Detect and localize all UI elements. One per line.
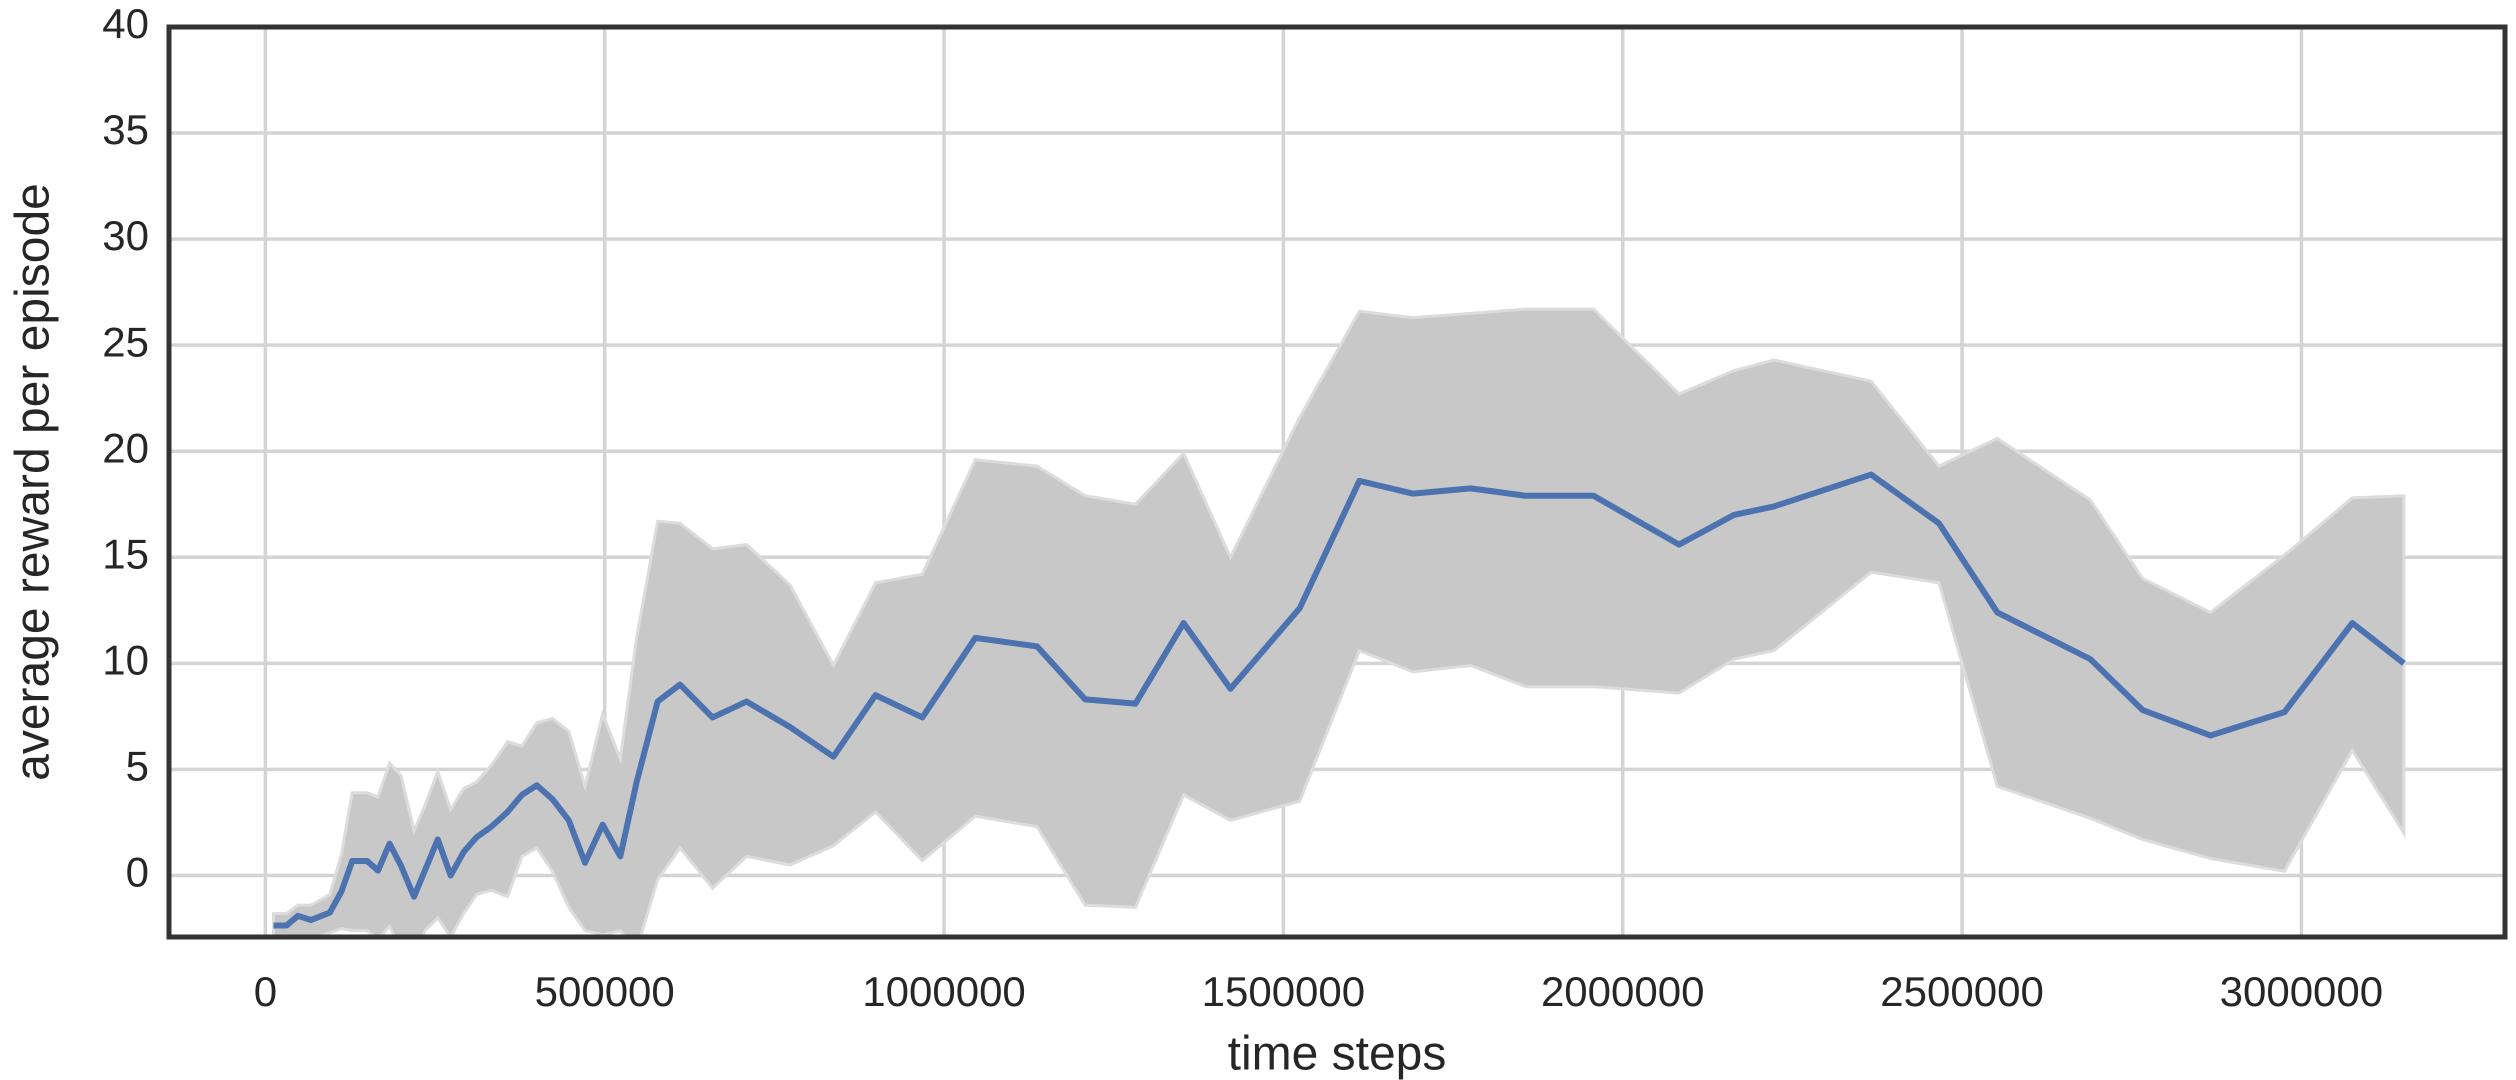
y-tick-label: 20: [102, 424, 149, 471]
y-tick-label: 25: [102, 318, 149, 365]
x-tick-label: 500000: [535, 968, 675, 1015]
frame: [166, 24, 2508, 940]
x-tick-label: 1000000: [862, 968, 1026, 1015]
y-axis-label: average reward per episode: [7, 183, 60, 781]
x-tick-label: 2000000: [1541, 968, 1705, 1015]
y-tick-label: 35: [102, 106, 149, 153]
y-tick-label: 5: [126, 743, 149, 790]
line: [273, 471, 2406, 929]
y-tick-label: 30: [102, 212, 149, 259]
y-tick-label: 0: [126, 849, 149, 896]
x-tick-label: 2500000: [1880, 968, 2044, 1015]
y-tick-label: 10: [102, 636, 149, 683]
x-tick-label: 3000000: [2220, 968, 2384, 1015]
confidence-band: [272, 307, 2406, 937]
plot-area: [272, 307, 2406, 937]
y-tick-label: 40: [102, 0, 149, 47]
x-tick-label: 1500000: [1202, 968, 1366, 1015]
x-tick-label: 0: [254, 968, 277, 1015]
y-tick-label: 15: [102, 530, 149, 577]
x-axis-label: time steps: [1228, 1028, 1447, 1080]
